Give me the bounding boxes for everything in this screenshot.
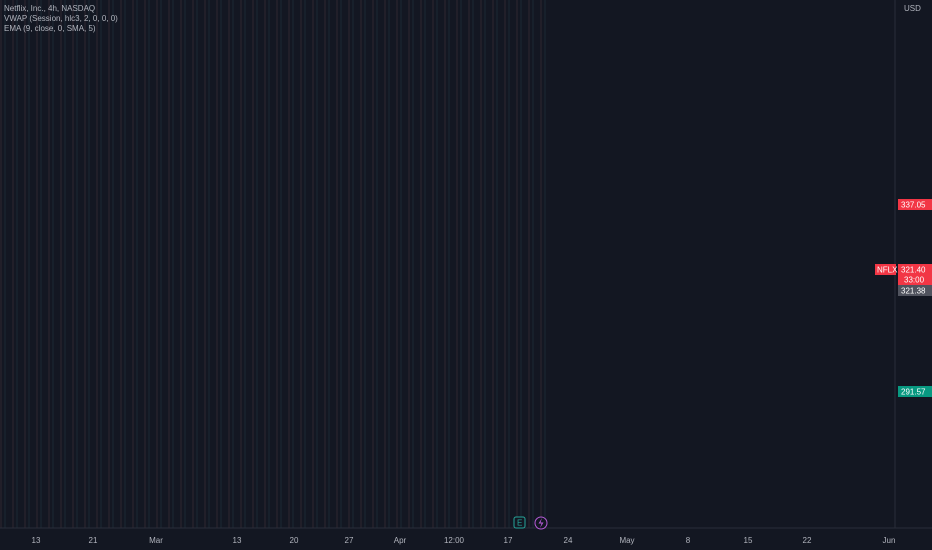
currency-label: USD — [904, 4, 921, 13]
time-tick-label: 12:00 — [444, 536, 465, 545]
time-tick-label: Apr — [394, 536, 407, 545]
time-tick-label: Mar — [149, 536, 163, 545]
chart-legend: Netflix, Inc., 4h, NASDAQ VWAP (Session,… — [4, 4, 118, 34]
stop-price-tag: 337.05 — [898, 199, 932, 210]
time-tick-label: 17 — [504, 536, 513, 545]
session-background — [0, 0, 542, 528]
dividend-event-icon[interactable] — [534, 516, 548, 530]
legend-vwap: VWAP (Session, hlc3, 2, 0, 0, 0) — [4, 14, 118, 23]
time-tick-label: 15 — [744, 536, 753, 545]
time-tick-label: May — [619, 536, 634, 545]
bar-countdown: 33:00 — [904, 276, 925, 285]
entry-price-tag: 321.38 — [898, 285, 932, 296]
symbol-price-tag: NFLX 321.40 33:00 — [875, 264, 932, 286]
svg-text:291.57: 291.57 — [901, 388, 926, 397]
time-tick-label: 21 — [89, 536, 98, 545]
legend-ema: EMA (9, close, 0, SMA, 5) — [4, 24, 96, 33]
symbol-label: NFLX — [877, 266, 898, 275]
time-tick-label: 8 — [686, 536, 691, 545]
earnings-event-icon[interactable]: E — [513, 516, 526, 529]
time-tick-label: 13 — [32, 536, 41, 545]
time-tick-label: 22 — [803, 536, 812, 545]
time-axis: 13 21 Mar 13 20 27 Apr 12:00 17 24 May 8 15 22 Jun — [0, 527, 932, 550]
time-tick-label: 20 — [290, 536, 299, 545]
time-tick-label: 13 — [233, 536, 242, 545]
last-price: 321.40 — [901, 266, 926, 275]
target-price-tag: 291.57 — [898, 386, 932, 397]
svg-text:337.05: 337.05 — [901, 201, 926, 210]
svg-text:E: E — [517, 519, 522, 528]
price-tags: 337.05 NFLX 321.40 33:00 321.38 291.57 — [875, 199, 932, 397]
legend-title: Netflix, Inc., 4h, NASDAQ — [4, 4, 96, 13]
time-tick-label: Jun — [883, 536, 896, 545]
time-tick-label: 27 — [345, 536, 354, 545]
time-tick-label: 24 — [564, 536, 573, 545]
svg-text:321.38: 321.38 — [901, 287, 926, 296]
